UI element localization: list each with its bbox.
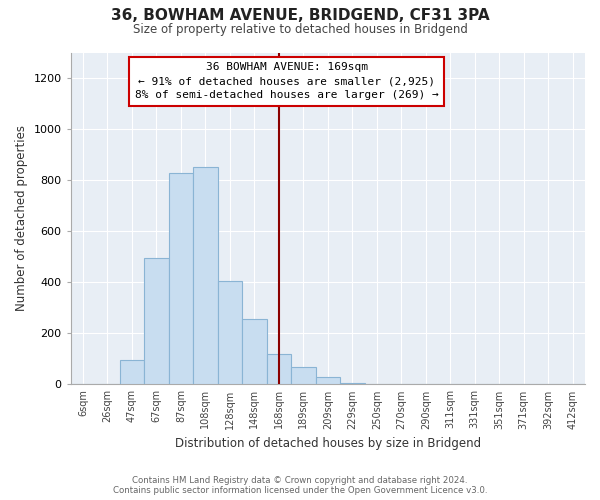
Bar <box>218 281 242 384</box>
Text: 36, BOWHAM AVENUE, BRIDGEND, CF31 3PA: 36, BOWHAM AVENUE, BRIDGEND, CF31 3PA <box>110 8 490 22</box>
Text: 36 BOWHAM AVENUE: 169sqm
← 91% of detached houses are smaller (2,925)
8% of semi: 36 BOWHAM AVENUE: 169sqm ← 91% of detach… <box>135 62 439 100</box>
Text: Size of property relative to detached houses in Bridgend: Size of property relative to detached ho… <box>133 22 467 36</box>
Bar <box>340 383 365 384</box>
Bar <box>119 360 144 384</box>
Bar <box>291 367 316 384</box>
Bar <box>266 354 291 384</box>
Text: Contains HM Land Registry data © Crown copyright and database right 2024.
Contai: Contains HM Land Registry data © Crown c… <box>113 476 487 495</box>
Bar <box>242 318 266 384</box>
X-axis label: Distribution of detached houses by size in Bridgend: Distribution of detached houses by size … <box>175 437 481 450</box>
Bar <box>169 172 193 384</box>
Y-axis label: Number of detached properties: Number of detached properties <box>15 126 28 312</box>
Bar <box>144 258 169 384</box>
Bar <box>316 377 340 384</box>
Bar <box>193 167 218 384</box>
